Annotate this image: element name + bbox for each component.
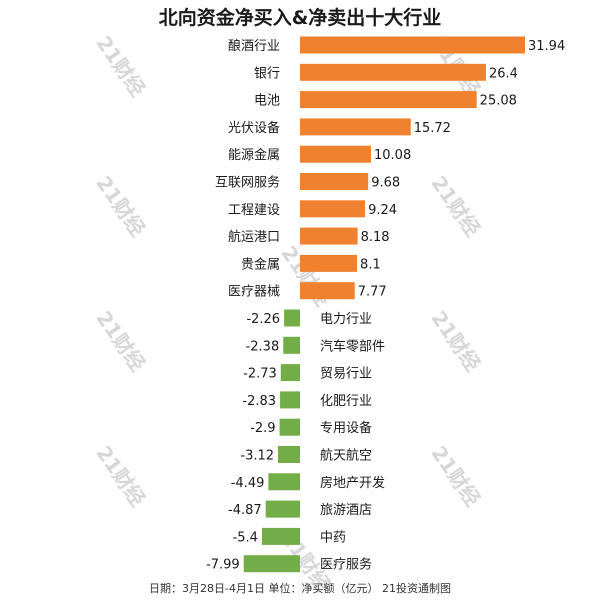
value-label-17: -4.49 bbox=[231, 476, 265, 491]
value-label-15: -2.9 bbox=[250, 421, 275, 436]
value-label-11: -2.26 bbox=[246, 312, 280, 327]
category-label-3: 电池 bbox=[254, 94, 280, 109]
category-label-5: 能源金属 bbox=[228, 147, 280, 163]
value-label-8: 8.18 bbox=[361, 230, 390, 245]
bar-8 bbox=[300, 227, 358, 245]
category-label-4: 光伏设备 bbox=[228, 120, 280, 136]
watermark-text: 21财经 bbox=[276, 241, 335, 310]
category-label-9: 贵金属 bbox=[241, 256, 280, 272]
bar-13 bbox=[280, 364, 300, 382]
value-label-7: 9.24 bbox=[368, 203, 397, 218]
bar-16 bbox=[278, 446, 300, 463]
value-label-3: 25.08 bbox=[480, 94, 517, 109]
watermark-text: 21财经 bbox=[91, 31, 150, 100]
bar-2 bbox=[300, 63, 486, 81]
watermark-text: 21财经 bbox=[91, 441, 150, 510]
category-label-10: 医疗器械 bbox=[228, 285, 280, 300]
bar-5 bbox=[300, 145, 372, 163]
watermark-text: 21财经 bbox=[91, 306, 150, 375]
category-label-1: 酿酒行业 bbox=[228, 38, 280, 54]
value-label-4: 15.72 bbox=[414, 121, 451, 136]
bars-layer: 酿酒行业 31.94 银行 26.4 电池 25.08 光伏设备 15.72 能源金属 10.08… bbox=[206, 36, 565, 573]
category-label-14: 化肥行业 bbox=[320, 394, 372, 409]
category-label-17: 房地产开发 bbox=[320, 475, 385, 491]
bar-11 bbox=[284, 309, 300, 327]
bar-6 bbox=[300, 173, 369, 190]
bar-1 bbox=[300, 36, 525, 54]
category-label-19: 中药 bbox=[320, 530, 346, 545]
value-label-1: 31.94 bbox=[528, 39, 565, 54]
value-label-13: -2.73 bbox=[243, 367, 277, 382]
value-label-18: -4.87 bbox=[228, 503, 262, 518]
category-label-20: 医疗服务 bbox=[320, 557, 372, 573]
value-label-19: -5.4 bbox=[233, 530, 258, 545]
value-label-10: 7.77 bbox=[358, 285, 387, 300]
category-label-12: 汽车零部件 bbox=[320, 338, 385, 354]
category-label-16: 航天航空 bbox=[320, 448, 372, 464]
bar-7 bbox=[300, 200, 366, 218]
bar-10 bbox=[300, 282, 355, 300]
footer-note: 日期：3月28日-4月1日 单位：净买额（亿元） 21投资通制图 bbox=[149, 582, 451, 595]
value-label-14: -2.83 bbox=[242, 394, 276, 409]
bar-17 bbox=[268, 473, 300, 491]
bar-12 bbox=[283, 336, 300, 354]
bar-14 bbox=[280, 391, 300, 409]
category-label-7: 工程建设 bbox=[228, 203, 280, 218]
value-label-16: -3.12 bbox=[240, 449, 274, 464]
bar-19 bbox=[261, 527, 300, 545]
watermark-text: 21财经 bbox=[426, 306, 485, 375]
value-label-20: -7.99 bbox=[206, 558, 240, 573]
watermark-text: 21财经 bbox=[426, 441, 485, 510]
category-label-2: 银行 bbox=[254, 66, 280, 81]
bar-9 bbox=[300, 254, 358, 272]
watermark-text: 21财经 bbox=[426, 171, 485, 240]
category-label-13: 贸易行业 bbox=[320, 367, 372, 382]
watermark-text: 21财经 bbox=[91, 171, 150, 240]
bar-3 bbox=[300, 91, 477, 109]
value-label-5: 10.08 bbox=[374, 148, 411, 163]
category-label-18: 旅游酒店 bbox=[320, 503, 372, 518]
chart-title: 北向资金净买入&净卖出十大行业 bbox=[158, 7, 442, 29]
value-label-12: -2.38 bbox=[246, 339, 280, 354]
category-label-8: 航运港口 bbox=[228, 229, 280, 245]
bar-4 bbox=[300, 118, 411, 136]
category-label-15: 专用设备 bbox=[320, 420, 372, 436]
value-label-9: 8.1 bbox=[360, 257, 381, 272]
bar-20 bbox=[243, 555, 300, 573]
bar-15 bbox=[279, 418, 300, 436]
value-label-6: 9.68 bbox=[371, 176, 400, 191]
bar-18 bbox=[265, 500, 300, 518]
value-label-2: 26.4 bbox=[489, 66, 518, 81]
category-label-6: 互联网服务 bbox=[215, 175, 280, 191]
category-label-11: 电力行业 bbox=[320, 312, 372, 327]
